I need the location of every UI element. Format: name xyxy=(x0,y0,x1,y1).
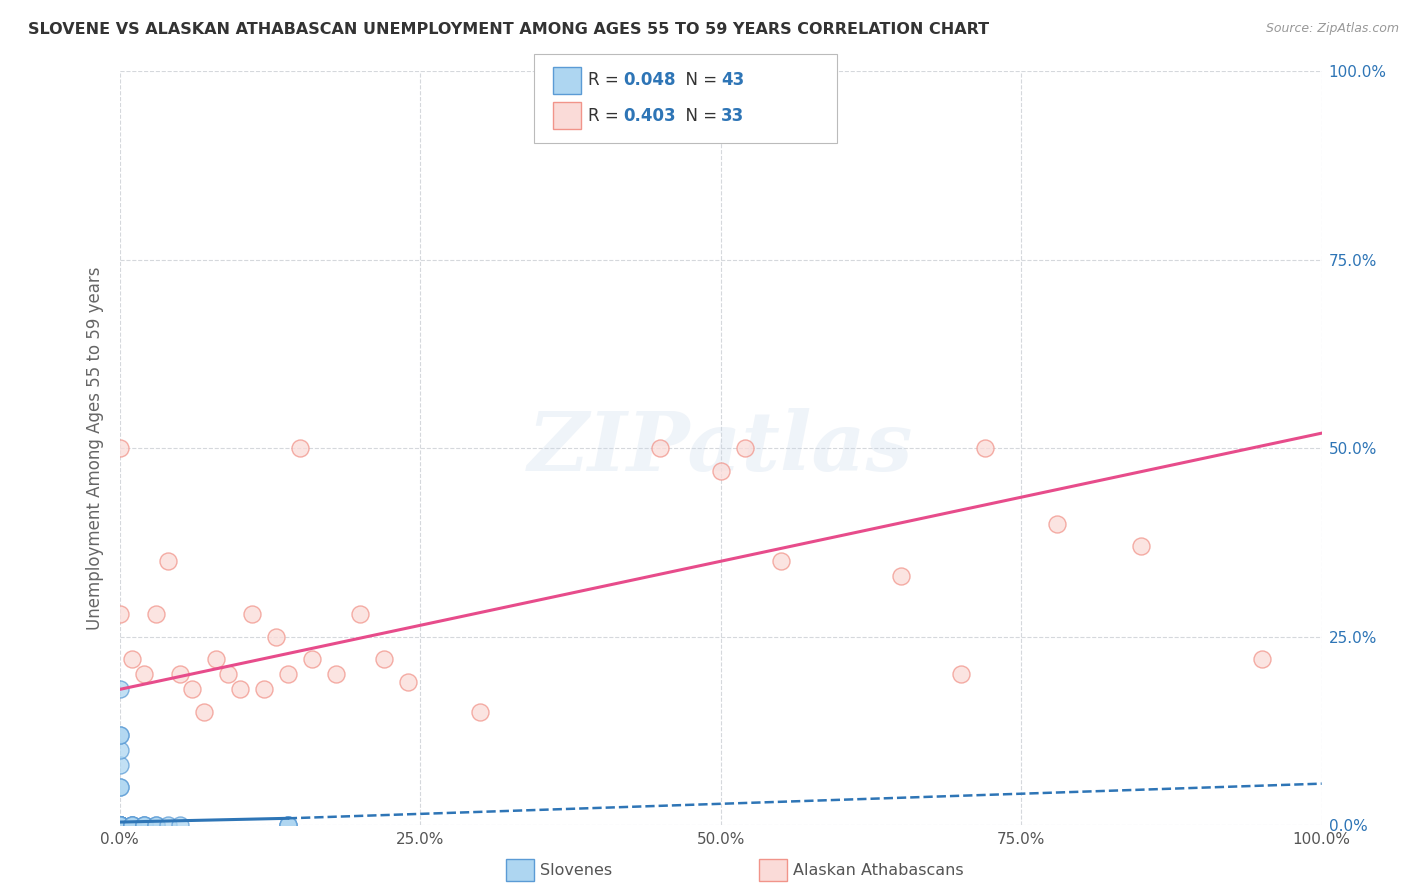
Point xyxy=(132,667,155,681)
Point xyxy=(108,818,131,832)
Point xyxy=(396,674,419,689)
Point xyxy=(121,818,143,832)
Point xyxy=(108,442,131,455)
Point xyxy=(108,818,131,832)
Point xyxy=(108,818,131,832)
Point xyxy=(145,607,167,621)
Point xyxy=(108,818,131,832)
Point xyxy=(108,818,131,832)
Text: 43: 43 xyxy=(721,71,745,89)
Point xyxy=(974,442,997,455)
Point xyxy=(277,818,299,832)
Text: R =: R = xyxy=(588,107,624,125)
Point xyxy=(734,442,756,455)
Point xyxy=(121,818,143,832)
Point xyxy=(108,818,131,832)
Text: 0.403: 0.403 xyxy=(623,107,675,125)
Point xyxy=(108,728,131,742)
Text: 0.048: 0.048 xyxy=(623,71,675,89)
Point xyxy=(108,818,131,832)
Y-axis label: Unemployment Among Ages 55 to 59 years: Unemployment Among Ages 55 to 59 years xyxy=(86,267,104,630)
Point xyxy=(108,818,131,832)
Point xyxy=(108,757,131,772)
Point xyxy=(468,705,492,719)
Point xyxy=(156,818,179,832)
Point xyxy=(145,818,167,832)
Text: N =: N = xyxy=(675,71,723,89)
Text: 33: 33 xyxy=(721,107,745,125)
Point xyxy=(217,667,239,681)
Point xyxy=(301,652,323,666)
Point xyxy=(145,818,167,832)
Text: ZIPatlas: ZIPatlas xyxy=(527,409,914,488)
Point xyxy=(204,652,226,666)
Point xyxy=(253,682,276,697)
Text: Alaskan Athabascans: Alaskan Athabascans xyxy=(793,863,963,878)
Point xyxy=(169,667,191,681)
Point xyxy=(373,652,395,666)
Text: SLOVENE VS ALASKAN ATHABASCAN UNEMPLOYMENT AMONG AGES 55 TO 59 YEARS CORRELATION: SLOVENE VS ALASKAN ATHABASCAN UNEMPLOYME… xyxy=(28,22,990,37)
Point xyxy=(1046,516,1069,531)
Point xyxy=(108,818,131,832)
Point xyxy=(277,667,299,681)
Point xyxy=(108,780,131,795)
Point xyxy=(108,818,131,832)
Point xyxy=(108,780,131,795)
Point xyxy=(108,607,131,621)
Text: N =: N = xyxy=(675,107,723,125)
Point xyxy=(108,818,131,832)
Point xyxy=(108,818,131,832)
Text: R =: R = xyxy=(588,71,624,89)
Point xyxy=(108,818,131,832)
Point xyxy=(108,818,131,832)
Point xyxy=(325,667,347,681)
Point xyxy=(709,464,731,478)
Point xyxy=(108,818,131,832)
Point xyxy=(108,728,131,742)
Point xyxy=(890,569,912,583)
Point xyxy=(121,818,143,832)
Point xyxy=(769,554,792,568)
Point xyxy=(349,607,371,621)
Point xyxy=(288,442,311,455)
Point xyxy=(121,652,143,666)
Point xyxy=(277,818,299,832)
Point xyxy=(108,742,131,756)
Point xyxy=(193,705,215,719)
Point xyxy=(650,442,672,455)
Point xyxy=(169,818,191,832)
Text: Source: ZipAtlas.com: Source: ZipAtlas.com xyxy=(1265,22,1399,36)
Point xyxy=(1130,539,1153,553)
Point xyxy=(228,682,252,697)
Point xyxy=(277,818,299,832)
Point xyxy=(132,818,155,832)
Point xyxy=(132,818,155,832)
Point xyxy=(108,818,131,832)
Point xyxy=(121,818,143,832)
Point xyxy=(108,818,131,832)
Point xyxy=(108,818,131,832)
Point xyxy=(1250,652,1272,666)
Point xyxy=(949,667,972,681)
Text: Slovenes: Slovenes xyxy=(540,863,612,878)
Point xyxy=(108,818,131,832)
Point xyxy=(132,818,155,832)
Point xyxy=(108,682,131,697)
Point xyxy=(180,682,202,697)
Point xyxy=(108,818,131,832)
Point xyxy=(108,818,131,832)
Point xyxy=(156,554,179,568)
Point xyxy=(240,607,263,621)
Point xyxy=(264,630,287,644)
Point xyxy=(108,818,131,832)
